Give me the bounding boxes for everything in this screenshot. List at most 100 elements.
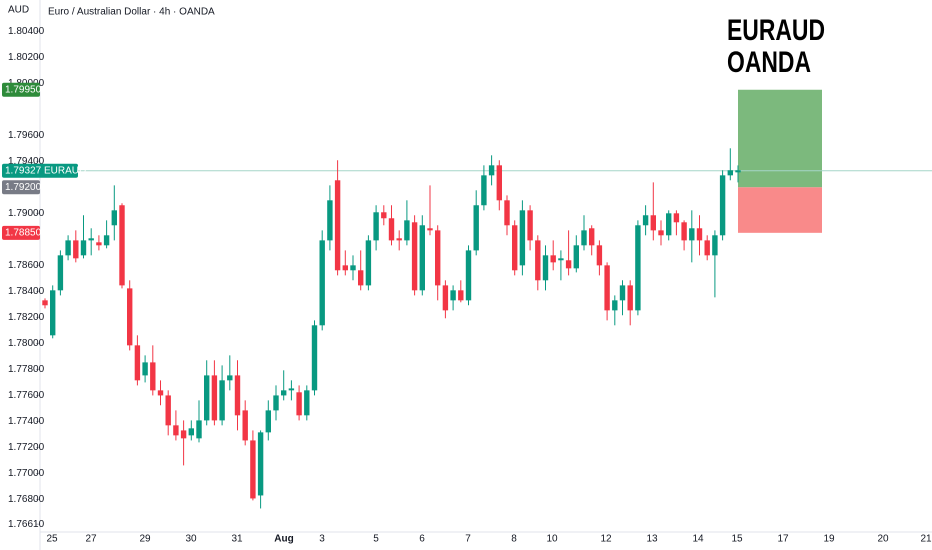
candle-body <box>381 212 387 219</box>
candle-body <box>365 240 372 286</box>
annotation: EURAUD <box>727 14 825 47</box>
candle-body <box>442 285 449 311</box>
candle-body <box>173 425 179 436</box>
candle-body <box>450 290 456 301</box>
candle-body <box>358 270 364 286</box>
price-label-box <box>2 180 40 195</box>
price-label: 1.79327 <box>5 165 42 176</box>
y-tick-label: 1.78200 <box>8 312 45 323</box>
candle-body <box>481 175 487 206</box>
symbol-label: EURAUD <box>44 165 86 176</box>
candle-body <box>103 235 110 246</box>
candle-body <box>242 410 248 441</box>
candle-body <box>658 230 664 236</box>
candle-body <box>296 392 302 416</box>
y-tick-label: 1.79600 <box>8 130 45 141</box>
candle-body <box>250 440 256 499</box>
candle-body <box>388 218 395 241</box>
y-tick-label: 1.77800 <box>8 364 45 375</box>
candle-body <box>496 165 502 201</box>
x-tick-label: 19 <box>823 534 835 545</box>
candle-body <box>342 265 348 271</box>
candle-body <box>419 225 425 291</box>
candle-body <box>488 165 495 176</box>
candle-body <box>512 225 518 271</box>
candle-body <box>88 238 94 241</box>
candle-body <box>80 240 87 256</box>
candle-body <box>635 225 641 311</box>
candle-body <box>396 238 402 241</box>
y-tick-label: 1.76610 <box>8 519 45 530</box>
candle-body <box>257 432 264 496</box>
candle-body <box>327 200 333 241</box>
candle-body <box>519 210 526 266</box>
chart-title: Euro / Australian Dollar · 4h · OANDA <box>48 7 215 18</box>
x-tick-label: 6 <box>419 534 425 545</box>
candle-body <box>558 258 564 261</box>
candle-body <box>550 255 556 263</box>
candle-body <box>604 265 610 311</box>
candle-body <box>673 213 680 223</box>
candle-body <box>234 375 241 416</box>
candle-body <box>334 180 341 271</box>
candle-body <box>719 175 726 236</box>
candle-body <box>627 285 633 311</box>
candle-body <box>458 290 464 301</box>
candle-body <box>565 260 572 269</box>
x-tick-label: 12 <box>600 534 612 545</box>
candle-body <box>642 215 649 226</box>
candle-body <box>227 375 233 381</box>
x-tick-label: 31 <box>231 534 243 545</box>
x-tick-label: 15 <box>731 534 743 545</box>
candle-body <box>265 410 271 433</box>
price-label: 1.78850 <box>5 227 42 238</box>
x-tick-label: 13 <box>646 534 658 545</box>
candle-body <box>219 380 225 421</box>
candle-body <box>142 362 148 376</box>
loss-zone <box>738 187 822 233</box>
candle-body <box>311 325 318 391</box>
x-tick-label: 8 <box>511 534 517 545</box>
candle-body <box>42 300 48 306</box>
price-label-box <box>2 82 40 97</box>
x-tick-label: 20 <box>877 534 889 545</box>
price-label-box <box>2 163 78 178</box>
candle-body <box>50 290 56 336</box>
candle-body <box>411 222 418 291</box>
x-tick-label: 27 <box>85 534 97 545</box>
y-tick-label: 1.79400 <box>8 156 45 167</box>
candle-body <box>704 240 710 256</box>
candle-body <box>681 222 687 241</box>
candle-body <box>165 395 171 426</box>
y-tick-label: 1.80400 <box>8 26 45 37</box>
candle-body <box>350 265 356 271</box>
candle-body <box>150 362 156 391</box>
y-tick-label: 1.78000 <box>8 338 45 349</box>
candle-body <box>727 170 733 176</box>
candle-body <box>119 205 125 286</box>
candle-body <box>111 210 117 226</box>
candle-body <box>573 245 579 269</box>
profit-zone <box>738 89 822 188</box>
x-tick-label: 5 <box>373 534 379 545</box>
y-tick-label: 1.80200 <box>8 52 45 63</box>
annotation: OANDA <box>727 46 811 79</box>
price-label: 1.79200 <box>5 182 42 193</box>
candle-body <box>373 212 379 241</box>
candle-body <box>435 230 441 286</box>
y-unit: AUD <box>8 5 29 16</box>
price-label: 1.79950 <box>5 84 42 95</box>
x-tick-label: 21 <box>920 534 932 545</box>
candle-body <box>527 210 533 241</box>
x-tick-label: 30 <box>185 534 197 545</box>
y-tick-label: 1.78600 <box>8 260 45 271</box>
x-tick-label: 17 <box>777 534 789 545</box>
candle-body <box>404 220 410 241</box>
price-label-box <box>2 225 40 240</box>
y-tick-label: 1.77600 <box>8 390 45 401</box>
y-tick-label: 1.76800 <box>8 494 45 505</box>
candle-body <box>127 288 133 346</box>
x-tick-label: 14 <box>692 534 704 545</box>
candle-body <box>96 242 102 246</box>
